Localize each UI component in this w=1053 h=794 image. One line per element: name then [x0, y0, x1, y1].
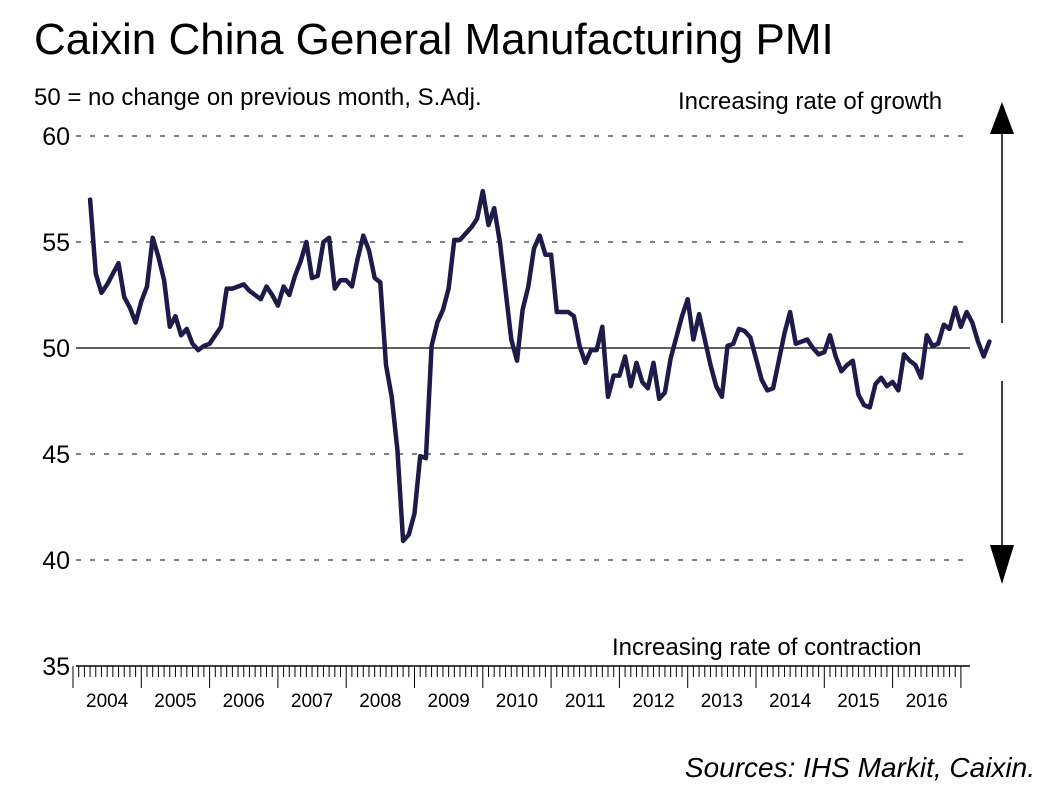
x-tick-label: 2011 [565, 691, 606, 712]
y-tick-label: 50 [42, 335, 70, 363]
x-tick-label: 2014 [769, 691, 812, 712]
x-tick-label: 2009 [428, 691, 470, 712]
y-tick-label: 45 [42, 441, 70, 469]
chart-title: Caixin China General Manufacturing PMI [34, 15, 834, 64]
growth-annotation: Increasing rate of growth [678, 88, 943, 115]
x-tick-label: 2004 [86, 691, 129, 712]
pmi-series-line [87, 188, 992, 544]
chart-subtitle: 50 = no change on previous month, S.Adj. [34, 84, 482, 111]
x-tick-label: 2005 [154, 691, 196, 712]
y-tick-label: 40 [42, 547, 70, 575]
x-tick-label: 2007 [291, 691, 333, 712]
x-tick-label: 2016 [906, 691, 948, 712]
source-note: Sources: IHS Markit, Caixin. [684, 752, 1035, 783]
y-tick-label: 60 [42, 123, 70, 151]
x-tick-label: 2010 [496, 691, 538, 712]
x-tick-label: 2008 [359, 691, 401, 712]
x-tick-label: 2006 [223, 691, 265, 712]
x-tick-label: 2012 [632, 691, 674, 712]
contraction-arrow-head-icon [990, 545, 1014, 584]
x-tick-label: 2013 [701, 691, 743, 712]
y-tick-label: 55 [42, 229, 70, 257]
x-tick-label: 2015 [837, 691, 879, 712]
growth-arrow-head-icon [990, 102, 1014, 134]
contraction-annotation: Increasing rate of contraction [612, 634, 924, 662]
y-tick-label: 35 [42, 653, 70, 681]
